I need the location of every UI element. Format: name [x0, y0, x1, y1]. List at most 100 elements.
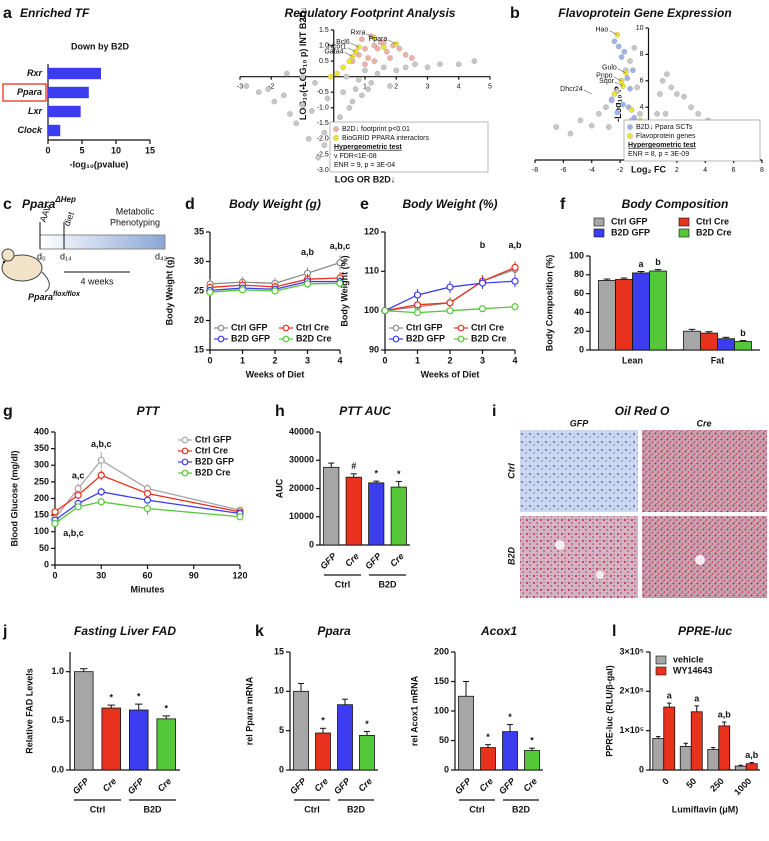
- y-tick-label: 30000: [289, 455, 314, 465]
- x-tick-label: Cre: [356, 776, 374, 794]
- point: [596, 111, 602, 117]
- y-tick-label: 150: [34, 510, 49, 520]
- bar: [156, 718, 176, 771]
- marker: [271, 287, 279, 295]
- day-label: d₄₂: [155, 251, 168, 261]
- x-tick-label: 250: [708, 776, 726, 794]
- point: [681, 93, 687, 100]
- x-tick-label: 2: [675, 167, 679, 174]
- y-tick-label: 0: [444, 764, 449, 774]
- legend-label: Hypergeometric test: [628, 142, 696, 149]
- y-tick-label: 100: [34, 526, 49, 536]
- chart-title: Ppara: [317, 624, 351, 638]
- y-tick-label: 10000: [289, 511, 314, 521]
- chart-title: Fasting Liver FAD: [74, 624, 176, 638]
- x-tick-label: GFP: [497, 775, 518, 796]
- legend-label: WY14643: [673, 665, 713, 675]
- x-tick-label: 120: [232, 570, 247, 580]
- annotation: a,b,c: [63, 528, 84, 538]
- marker: [74, 491, 82, 499]
- y-tick-label: 2×10⁵: [620, 686, 645, 696]
- point: [620, 101, 626, 108]
- point-label: Gulo: [602, 65, 617, 72]
- y-tick-label: 5: [279, 725, 284, 735]
- x-tick-label: 4: [457, 84, 461, 91]
- y-tick-label: 200: [434, 646, 449, 656]
- point: [396, 45, 403, 52]
- point: [688, 104, 694, 110]
- point: [577, 117, 584, 124]
- y-tick-label: 1.0: [51, 666, 64, 676]
- category-label: Lxr: [28, 106, 43, 116]
- legend-label: B2D Cre: [696, 227, 732, 237]
- x-tick-label: Lean: [622, 355, 643, 365]
- marker: [74, 484, 82, 493]
- annotation: b: [480, 240, 486, 250]
- point: [371, 58, 378, 64]
- group-label: Ctrl: [335, 579, 351, 589]
- point: [293, 120, 300, 127]
- legend-box: [329, 121, 489, 173]
- x-tick-label: Cre: [521, 776, 539, 794]
- point: [271, 98, 278, 105]
- x-tick-label: 15: [145, 145, 155, 155]
- x-tick-label: Cre: [477, 776, 495, 794]
- legend-marker: [457, 335, 465, 343]
- x-tick-label: 3: [426, 84, 430, 91]
- legend-label: Ctrl Cre: [696, 216, 729, 226]
- bar: [707, 749, 720, 771]
- legend-marker: [392, 324, 400, 332]
- panel-letter: j: [2, 623, 7, 640]
- bar: [649, 270, 667, 351]
- point: [327, 73, 334, 80]
- marker: [381, 307, 389, 315]
- annotation: a,b,c: [330, 241, 351, 251]
- annotation: a,b: [301, 247, 315, 257]
- x-tick-label: 5: [79, 145, 84, 155]
- x-tick-label: Cre: [343, 551, 361, 569]
- y-axis-label: Body Weight (g): [164, 257, 174, 326]
- point: [352, 86, 359, 92]
- annotation: *: [508, 712, 512, 722]
- x-tick-label: GFP: [71, 775, 92, 796]
- chart-title: PTT AUC: [339, 404, 391, 418]
- point: [368, 80, 375, 86]
- point: [305, 136, 312, 142]
- bar: [359, 734, 375, 771]
- x-tick-label: 4: [512, 355, 517, 365]
- y-tick-label: -3.0: [317, 167, 329, 174]
- y-axis-label: rel Ppara mRNA: [244, 676, 254, 745]
- x-tick-label: -3: [237, 84, 243, 91]
- legend-label: vehicle: [673, 654, 704, 664]
- marker: [336, 279, 344, 287]
- annotation: *: [109, 692, 113, 702]
- x-tick-label: 3: [305, 355, 310, 365]
- x-tick-label: 0: [207, 355, 212, 365]
- panel-letter: c: [3, 196, 12, 213]
- chart-title: Body Weight (g): [229, 197, 321, 211]
- bar: [683, 330, 701, 351]
- marker: [511, 263, 519, 271]
- legend-label: BioGRID PPARA interactors: [342, 135, 430, 142]
- point: [365, 86, 371, 92]
- annotation: a: [667, 691, 673, 701]
- marker: [478, 279, 487, 287]
- y-tick-label: 120: [364, 226, 379, 236]
- point: [299, 101, 306, 108]
- image: [520, 430, 638, 512]
- point: [346, 104, 353, 111]
- category-label: Rxr: [27, 68, 43, 78]
- y-axis-label: -Log₁₀ P: [613, 86, 623, 122]
- y-tick-label: 0.5: [51, 715, 64, 725]
- point: [374, 70, 381, 77]
- legend-swatch: [593, 217, 605, 227]
- annotation: *: [397, 469, 401, 479]
- label-leader: [614, 81, 624, 87]
- chart-title: Flavoprotein Gene Expression: [558, 6, 731, 20]
- annotation: a,b: [718, 709, 732, 719]
- y-tick-label: 50: [39, 543, 49, 553]
- point: [471, 58, 478, 64]
- bar: [502, 731, 518, 771]
- x-tick-label: GFP: [332, 775, 353, 796]
- x-tick-label: 5: [488, 84, 492, 91]
